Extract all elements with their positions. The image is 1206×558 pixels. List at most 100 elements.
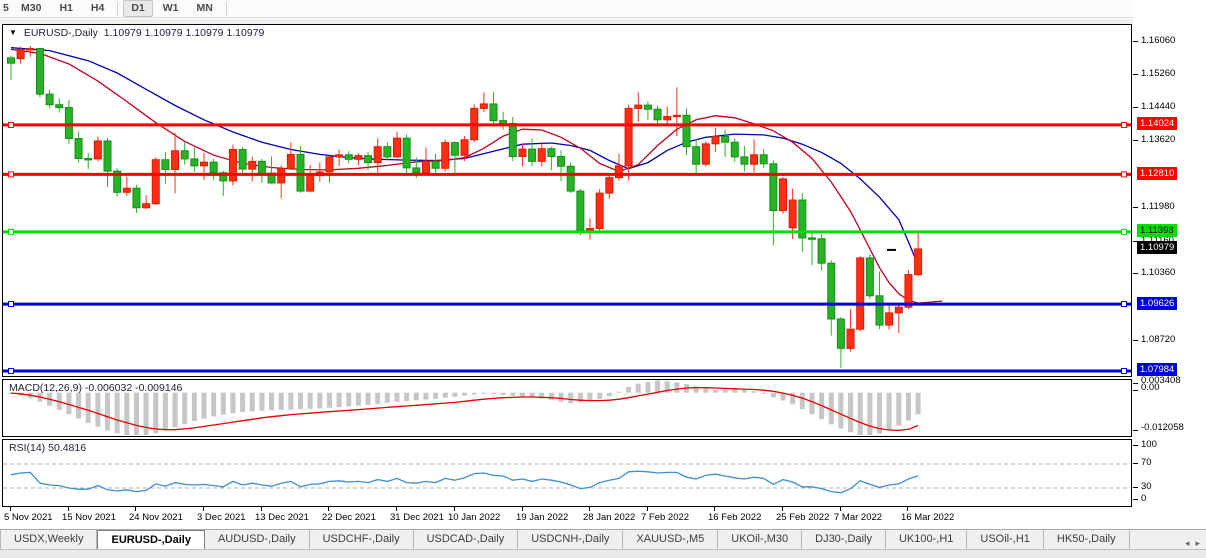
date-tick bbox=[68, 507, 69, 511]
candle-body bbox=[55, 104, 64, 109]
candle-body bbox=[257, 160, 266, 174]
line-handle[interactable] bbox=[8, 367, 14, 374]
candlestick-chart[interactable] bbox=[3, 25, 1131, 376]
macd-histogram-bar bbox=[529, 392, 535, 398]
date-tick bbox=[261, 507, 262, 511]
macd-histogram-bar bbox=[577, 392, 583, 403]
macd-histogram-bar bbox=[616, 391, 622, 393]
timeframe-button-5[interactable]: 5 bbox=[3, 2, 9, 14]
line-handle[interactable] bbox=[8, 121, 14, 128]
macd-chart[interactable] bbox=[3, 380, 1131, 436]
chart-tab-ukoil-m30[interactable]: UKOil-,M30 bbox=[718, 530, 803, 549]
chart-tab-hk50-daily[interactable]: HK50-,Daily bbox=[1044, 530, 1130, 549]
macd-histogram-bar bbox=[240, 392, 246, 413]
macd-histogram-bar bbox=[105, 392, 110, 431]
chart-tab-eurusd-daily[interactable]: EURUSD-,Daily bbox=[97, 530, 205, 550]
macd-indicator-panel[interactable]: MACD(12,26,9) -0.006032 -0.009146 bbox=[2, 379, 1132, 437]
macd-histogram-bar bbox=[693, 386, 699, 393]
candle-body bbox=[431, 160, 440, 169]
macd-histogram-bar bbox=[896, 392, 902, 426]
rsi-chart[interactable] bbox=[3, 440, 1131, 506]
tab-scroll-right-icon[interactable]: ▸ bbox=[1195, 538, 1200, 548]
candle-body bbox=[836, 318, 845, 349]
candle-body bbox=[856, 257, 865, 330]
macd-histogram-bar bbox=[143, 392, 149, 435]
price-level-badge: 1.12810 bbox=[1137, 166, 1178, 180]
date-tick bbox=[522, 507, 523, 511]
macd-histogram-bar bbox=[809, 392, 815, 415]
tab-scroll-left-icon[interactable]: ◂ bbox=[1184, 538, 1190, 548]
candle-body bbox=[84, 157, 93, 161]
price-tick-label: 1.16060 bbox=[1141, 35, 1176, 46]
timeframe-button-d1[interactable]: D1 bbox=[123, 0, 153, 17]
price-tick-label: 1.11980 bbox=[1141, 201, 1175, 213]
chart-tab-dj30-daily[interactable]: DJ30-,Daily bbox=[802, 530, 886, 549]
timeframe-button-h1[interactable]: H1 bbox=[59, 2, 73, 14]
line-handle[interactable] bbox=[1121, 367, 1127, 374]
toolbar-gap bbox=[0, 19, 1206, 24]
macd-histogram-bar bbox=[365, 392, 371, 405]
line-handle[interactable] bbox=[8, 301, 14, 308]
macd-histogram-bar bbox=[230, 392, 236, 414]
line-handle[interactable] bbox=[1121, 301, 1127, 308]
macd-histogram-bar bbox=[491, 392, 496, 395]
candle-body bbox=[373, 146, 382, 164]
line-handle[interactable] bbox=[1121, 121, 1127, 128]
candle-body bbox=[16, 48, 25, 60]
candle-body bbox=[335, 154, 344, 158]
line-handle[interactable] bbox=[1121, 228, 1127, 235]
candle-body bbox=[692, 146, 701, 165]
candle-body bbox=[122, 187, 131, 193]
candle-body bbox=[354, 155, 363, 160]
chart-tab-xauusd-m5[interactable]: XAUUSD-,M5 bbox=[623, 530, 719, 549]
chart-tab-usdx-weekly[interactable]: USDX,Weekly bbox=[0, 530, 98, 549]
timeframe-button-w1[interactable]: W1 bbox=[162, 2, 179, 14]
macd-histogram-bar bbox=[462, 392, 468, 396]
date-tick bbox=[782, 507, 783, 511]
date-axis: 5 Nov 2021 15 Nov 2021 24 Nov 2021 3 Dec 20… bbox=[2, 507, 1132, 529]
macd-histogram-bar bbox=[375, 392, 381, 404]
price-chart-panel[interactable]: ▼ EURUSD-,Daily 1.10979 1.10979 1.10979 … bbox=[2, 24, 1132, 377]
line-handle[interactable] bbox=[8, 228, 14, 235]
date-tick-label: 19 Jan 2022 bbox=[516, 512, 569, 523]
candles-group bbox=[7, 46, 923, 368]
axis-tick bbox=[1133, 487, 1138, 488]
timeframe-button-m30[interactable]: M30 bbox=[21, 2, 42, 14]
axis-tick bbox=[1133, 41, 1138, 42]
candle-body bbox=[759, 154, 768, 165]
candle-body bbox=[383, 146, 392, 158]
chart-tab-usoil-h1[interactable]: USOil-,H1 bbox=[967, 530, 1044, 549]
symbol-dropdown-icon[interactable]: ▼ bbox=[9, 28, 17, 37]
rsi-indicator-panel[interactable]: RSI(14) 50.4816 bbox=[2, 439, 1132, 507]
macd-histogram-bar bbox=[85, 392, 91, 423]
candle-body bbox=[190, 158, 199, 167]
chart-tab-usdcad-daily[interactable]: USDCAD-,Daily bbox=[414, 530, 519, 549]
line-handle[interactable] bbox=[1121, 171, 1127, 178]
macd-histogram-bar bbox=[519, 392, 525, 397]
candle-body bbox=[113, 170, 122, 193]
candle-body bbox=[846, 328, 855, 349]
macd-histogram-bar bbox=[732, 389, 738, 393]
chart-tab-usdcnh-daily[interactable]: USDCNH-,Daily bbox=[518, 530, 624, 549]
ma-fast-red-line bbox=[10, 48, 943, 304]
chart-tab-audusd-daily[interactable]: AUDUSD-,Daily bbox=[205, 530, 310, 549]
chart-tab-usdchf-daily[interactable]: USDCHF-,Daily bbox=[310, 530, 414, 549]
macd-label: MACD(12,26,9) -0.006032 -0.009146 bbox=[9, 382, 183, 394]
date-tick-label: 3 Dec 2021 bbox=[197, 512, 246, 523]
line-handle[interactable] bbox=[8, 171, 14, 178]
ma-slow-blue-line bbox=[10, 47, 919, 266]
timeframe-button-h4[interactable]: H4 bbox=[90, 2, 105, 14]
candle-body bbox=[634, 104, 643, 109]
macd-histogram-bar bbox=[259, 392, 265, 411]
candle-body bbox=[537, 148, 546, 162]
candle-body bbox=[412, 167, 421, 174]
candle-body bbox=[161, 159, 170, 170]
macd-histogram-bar bbox=[355, 392, 361, 406]
candle-body bbox=[518, 148, 527, 157]
chart-tab-uk100-h1[interactable]: UK100-,H1 bbox=[886, 530, 968, 549]
price-tick-label: 1.08720 bbox=[1141, 333, 1176, 345]
timeframe-button-mn[interactable]: MN bbox=[196, 2, 213, 14]
candle-body bbox=[441, 142, 450, 169]
timeframe-toolbar: 5 M30 H1 H4 D1 W1 MN bbox=[0, 0, 1206, 18]
